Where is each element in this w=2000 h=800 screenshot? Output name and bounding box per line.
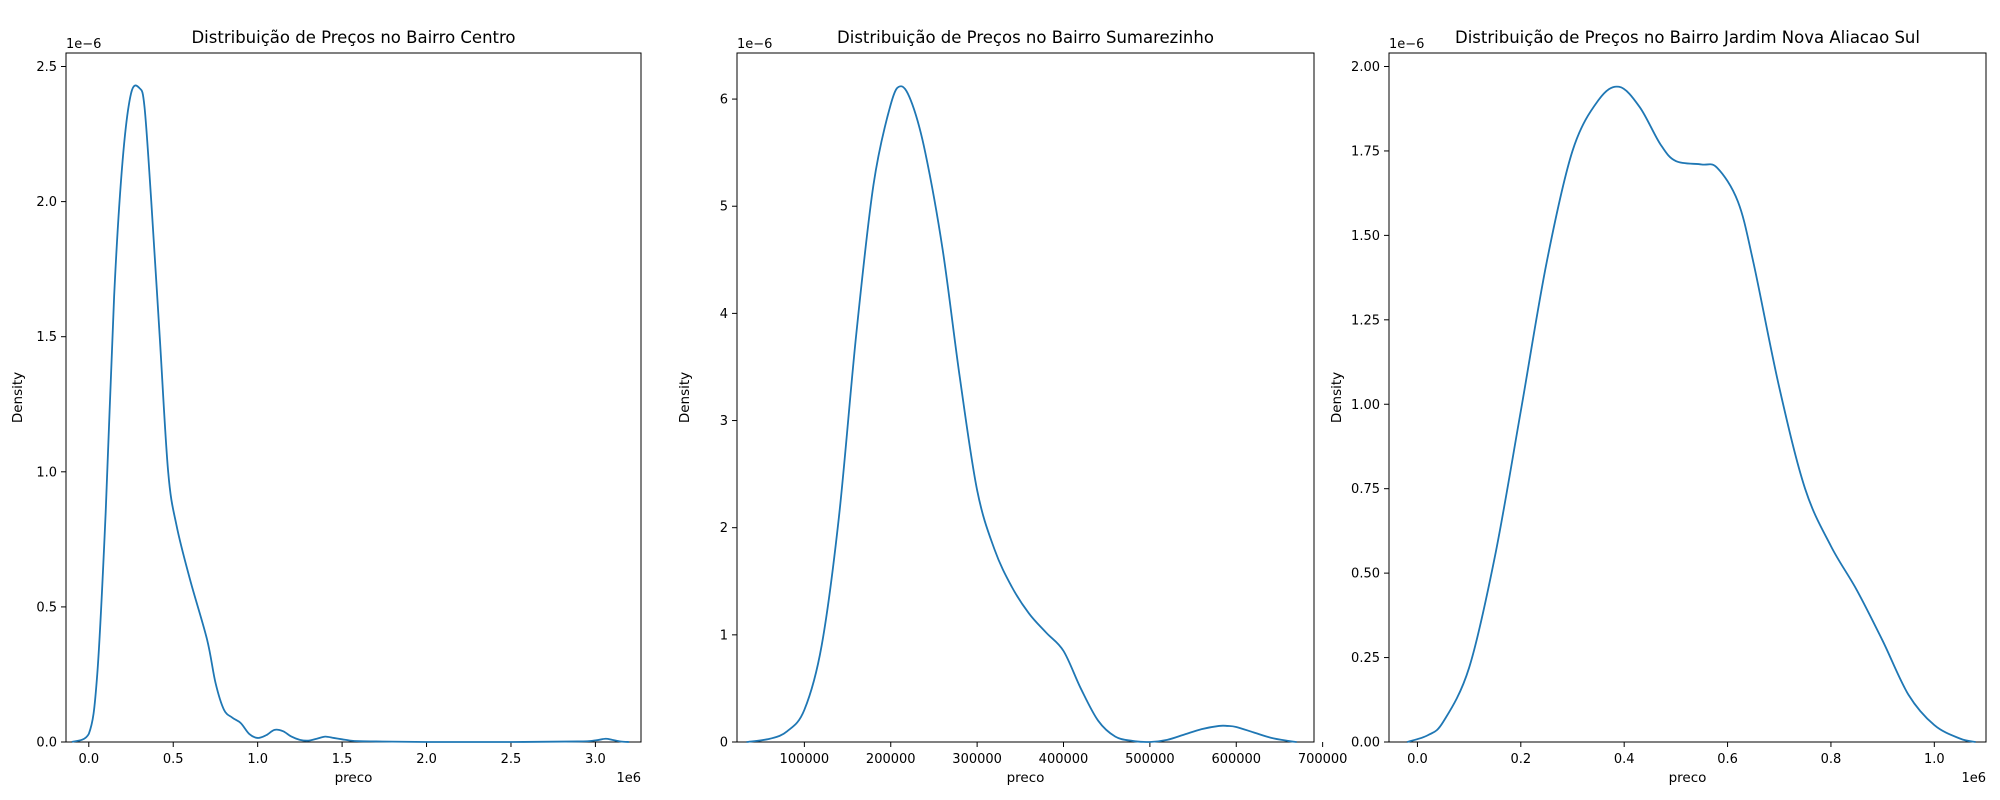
chart-2-axes-frame xyxy=(736,52,1315,743)
chart-2-y-tick-label: 1 xyxy=(720,628,728,643)
chart-3-y-tick-label: 0.50 xyxy=(1351,567,1380,582)
chart-2-density-line xyxy=(746,85,1297,743)
chart-1-x-tick-label: 1.5 xyxy=(332,752,353,767)
chart-1-y-tick-label: 0.5 xyxy=(36,600,57,615)
chart-1-x-tick-label: 2.0 xyxy=(416,752,437,767)
chart-2-y-tick-label: 3 xyxy=(720,414,728,429)
chart-3-x-tick-label: 0.2 xyxy=(1510,752,1531,767)
chart-3-y-tick-label: 0.25 xyxy=(1351,651,1380,666)
chart-3-title: Distribuição de Preços no Bairro Jardim … xyxy=(1455,28,1920,47)
chart-3-x-axis-label: preco xyxy=(1669,770,1707,786)
chart-1-y-tick-label: 2.0 xyxy=(36,195,57,210)
chart-2-x-tick-label: 700000 xyxy=(1298,752,1348,767)
chart-3-x-tick-label: 0.8 xyxy=(1821,752,1842,767)
chart-panel-3: 0.0 0.2 0.4 0.6 0.8 1.0 0.00 0.25 0.50 0.75 1.00 1.… xyxy=(1329,28,1987,786)
chart-3-axes-frame xyxy=(1388,52,1987,743)
chart-3-y-tick-label: 1.50 xyxy=(1351,229,1380,244)
chart-1-x-tick-label: 0.0 xyxy=(78,752,99,767)
chart-1-x-tick-label: 0.5 xyxy=(163,752,184,767)
chart-3-density-line xyxy=(1406,85,1976,743)
chart-2-x-tick-label: 500000 xyxy=(1125,752,1175,767)
chart-3-y-tick-label: 2.00 xyxy=(1351,60,1380,75)
chart-3-x-offset-label: 1e6 xyxy=(1961,771,1986,786)
chart-3-y-tick-label: 1.25 xyxy=(1351,313,1380,328)
chart-1-x-tick-label: 1.0 xyxy=(247,752,268,767)
chart-2-y-tick-label: 2 xyxy=(720,521,728,536)
chart-2-x-tick-label: 400000 xyxy=(1039,752,1089,767)
chart-1-y-tick-label: 1.5 xyxy=(36,330,57,345)
chart-3-y-tick-label: 1.00 xyxy=(1351,398,1380,413)
chart-1-y-tick-label: 1.0 xyxy=(36,465,57,480)
chart-1-x-offset-label: 1e6 xyxy=(616,771,641,786)
chart-3-x-tick-label: 0.4 xyxy=(1614,752,1635,767)
chart-3-y-tick-label: 1.75 xyxy=(1351,144,1380,159)
chart-panel-2: 100000 200000 300000 400000 500000 600000 7000… xyxy=(677,28,1347,786)
chart-1-y-tick-label: 0.0 xyxy=(36,736,57,751)
chart-2-y-axis-label: Density xyxy=(677,372,693,423)
chart-3-y-offset-label: 1e−6 xyxy=(1389,37,1424,52)
chart-2-x-tick-label: 200000 xyxy=(866,752,916,767)
chart-3-x-tick-label: 0.6 xyxy=(1717,752,1738,767)
chart-3-y-tick-label: 0.75 xyxy=(1351,482,1380,497)
chart-1-density-line xyxy=(71,84,630,743)
chart-3-x-tick-label: 1.0 xyxy=(1924,752,1945,767)
chart-1-axes-frame xyxy=(65,52,642,743)
chart-1-y-axis-label: Density xyxy=(10,372,26,423)
chart-3-y-axis-label: Density xyxy=(1329,372,1345,423)
chart-2-y-tick-label: 0 xyxy=(720,736,728,751)
chart-2-y-tick-label: 5 xyxy=(720,200,728,215)
chart-3-x-tick-label: 0.0 xyxy=(1407,752,1428,767)
chart-2-y-tick-label: 4 xyxy=(720,307,728,322)
chart-2-x-axis-label: preco xyxy=(1007,770,1045,786)
chart-2-x-tick-label: 300000 xyxy=(952,752,1002,767)
chart-panel-1: 0.0 0.5 1.0 1.5 2.0 2.5 3.0 0.0 0.5 1.0 1.5 2.0 2.5 1… xyxy=(10,28,642,786)
chart-2-y-offset-label: 1e−6 xyxy=(737,37,772,52)
chart-2-y-tick-label: 6 xyxy=(720,93,728,108)
chart-1-x-tick-label: 3.0 xyxy=(585,752,606,767)
chart-2-title: Distribuição de Preços no Bairro Sumarez… xyxy=(837,28,1214,47)
chart-3-y-tick-label: 0.00 xyxy=(1351,736,1380,751)
chart-1-y-offset-label: 1e−6 xyxy=(66,37,101,52)
chart-1-title: Distribuição de Preços no Bairro Centro xyxy=(191,28,515,47)
chart-2-x-tick-label: 600000 xyxy=(1211,752,1261,767)
chart-1-x-tick-label: 2.5 xyxy=(501,752,522,767)
chart-2-x-tick-label: 100000 xyxy=(780,752,830,767)
chart-1-x-axis-label: preco xyxy=(335,770,373,786)
chart-1-y-tick-label: 2.5 xyxy=(36,60,57,75)
